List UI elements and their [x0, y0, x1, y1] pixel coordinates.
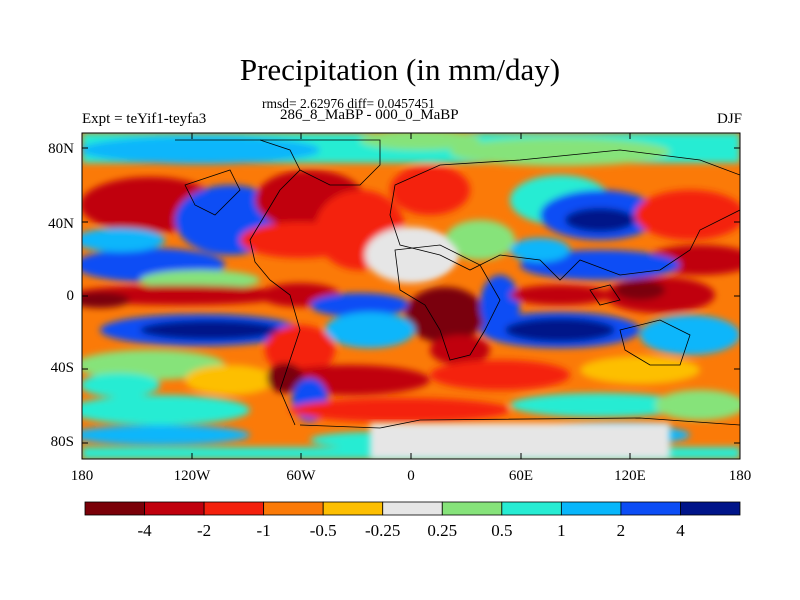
lon-tick-180e: 180 — [729, 468, 752, 484]
colorbar-label-5: 0.25 — [427, 521, 457, 540]
colorbar — [84, 501, 741, 516]
colorbar-box-7 — [501, 501, 562, 516]
colorbar-box-4 — [322, 501, 384, 516]
experiment-label: Expt = teYif1-teyfa3 — [82, 111, 207, 127]
colorbar-label-1: -2 — [197, 521, 211, 540]
colorbar-box-6 — [441, 501, 503, 516]
colorbar-label-3: -0.5 — [310, 521, 337, 540]
lat-tick-80s: 80S — [51, 434, 74, 450]
colorbar-box-1 — [144, 501, 205, 516]
periods-label: 286_8_MaBP - 000_0_MaBP — [280, 107, 459, 123]
colorbar-label-7: 1 — [557, 521, 566, 540]
colorbar-label-0: -4 — [137, 521, 152, 540]
lat-tick-80n: 80N — [48, 141, 74, 157]
lon-tick-marks — [81, 133, 741, 459]
lat-tick-0: 0 — [67, 288, 75, 304]
lat-tick-40n: 40N — [48, 216, 74, 232]
colorbar-label-8: 2 — [617, 521, 626, 540]
lat-tick-40s: 40S — [51, 360, 74, 376]
colorbar-box-10 — [680, 501, 741, 516]
colorbar-labels: -4 -2 -1 -0.5 -0.25 0.25 0.5 1 2 4 — [137, 521, 685, 540]
lon-tick-180w: 180 — [71, 468, 94, 484]
colorbar-box-3 — [263, 501, 324, 516]
season-label: DJF — [716, 111, 742, 127]
lon-tick-120e: 120E — [614, 468, 646, 484]
colorbar-label-6: 0.5 — [491, 521, 512, 540]
lon-tick-120w: 120W — [174, 468, 212, 484]
colorbar-label-2: -1 — [257, 521, 271, 540]
colorbar-label-4: -0.25 — [365, 521, 400, 540]
lat-tick-marks — [82, 147, 740, 444]
lon-tick-60w: 60W — [286, 468, 316, 484]
lon-tick-60e: 60E — [509, 468, 533, 484]
chart-title: Precipitation (in mm/day) — [239, 52, 561, 87]
stats-line: rmsd= 2.62976 diff= 0.0457451 — [262, 96, 435, 111]
colorbar-box-9 — [620, 501, 681, 516]
lon-tick-0: 0 — [407, 468, 415, 484]
colorbar-label-9: 4 — [676, 521, 685, 540]
colorbar-box-2 — [203, 501, 265, 516]
colorbar-box-8 — [560, 501, 622, 516]
colorbar-box-5 — [382, 501, 443, 516]
colorbar-box-0 — [84, 501, 145, 516]
continent-outlines — [175, 139, 740, 429]
field-layer — [82, 133, 740, 459]
